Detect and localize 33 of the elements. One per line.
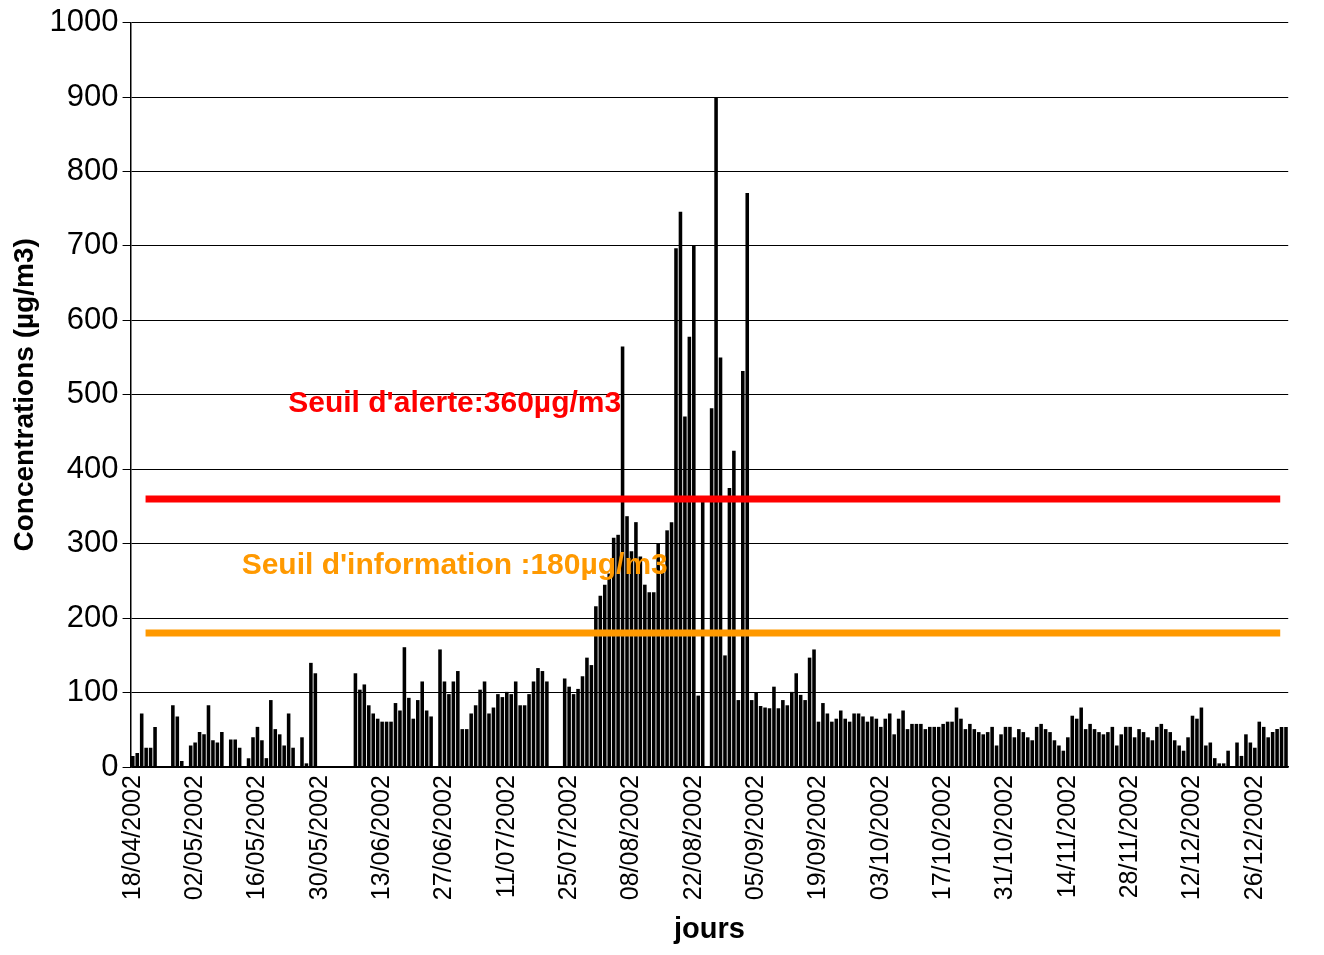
y-tick-label: 700 xyxy=(66,226,119,262)
y-tick-label: 0 xyxy=(101,747,119,783)
ref-line-label: Seuil d'alerte:360µg/m3 xyxy=(288,385,622,419)
x-tick-label: 26/12/2002 xyxy=(1238,775,1267,901)
y-tick-label: 600 xyxy=(66,300,119,336)
x-tick-label: 08/08/2002 xyxy=(615,775,644,901)
y-tick-label: 900 xyxy=(66,77,119,113)
x-axis-title: jours xyxy=(672,911,745,944)
x-tick-label: 17/10/2002 xyxy=(927,775,956,901)
x-tick-label: 11/07/2002 xyxy=(490,775,519,899)
x-tick-label: 30/05/2002 xyxy=(303,775,332,901)
y-tick-label: 400 xyxy=(66,449,119,485)
y-tick-label: 100 xyxy=(66,673,119,709)
x-tick-label: 16/05/2002 xyxy=(241,775,270,901)
y-tick-label: 1000 xyxy=(49,3,119,39)
x-tick-label: 13/06/2002 xyxy=(366,775,395,901)
y-tick-label: 300 xyxy=(66,524,119,560)
x-tick-label: 14/11/2002 xyxy=(1051,775,1080,899)
x-tick-label: 27/06/2002 xyxy=(428,775,457,901)
y-axis-title: Concentrations (µg/m3) xyxy=(7,238,39,552)
x-tick-label: 18/04/2002 xyxy=(116,775,145,901)
x-tick-label: 12/12/2002 xyxy=(1176,775,1205,901)
x-tick-label: 28/11/2002 xyxy=(1114,775,1143,899)
x-tick-label: 25/07/2002 xyxy=(553,775,582,901)
x-tick-label: 03/10/2002 xyxy=(864,775,893,901)
y-tick-label: 200 xyxy=(66,598,119,634)
x-tick-label: 31/10/2002 xyxy=(989,775,1018,901)
x-tick-label: 05/09/2002 xyxy=(740,775,769,901)
x-tick-label: 02/05/2002 xyxy=(179,775,208,901)
y-tick-label: 800 xyxy=(66,152,119,188)
y-tick-label: 500 xyxy=(66,375,119,411)
x-tick-label: 22/08/2002 xyxy=(677,775,706,901)
x-tick-label: 19/09/2002 xyxy=(802,775,831,901)
